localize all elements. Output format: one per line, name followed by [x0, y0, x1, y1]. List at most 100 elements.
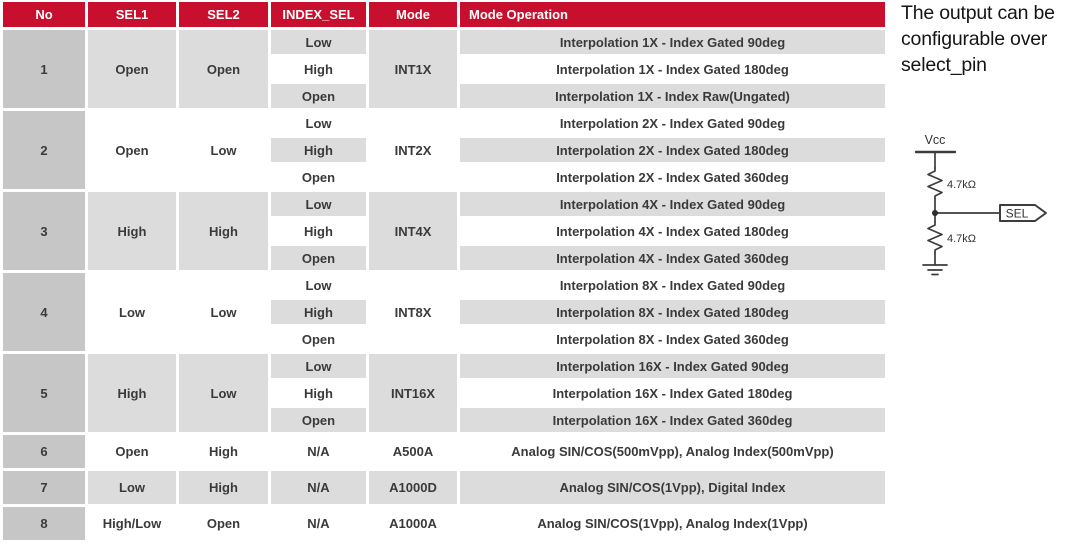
table-row: 5 High Low Low INT16X Interpolation 16X - Ind… [3, 354, 885, 432]
cell-sel1: Open [88, 111, 176, 189]
cell-mode: INT4X [369, 192, 457, 270]
cell-no: 1 [3, 30, 85, 108]
cell-operation: Interpolation 2X - Index Gated 360deg [460, 165, 885, 189]
cell-index-sel: Open [271, 246, 366, 270]
cell-no: 6 [3, 435, 85, 468]
cell-operation: Analog SIN/COS(1Vpp), Analog Index(1Vpp) [460, 507, 885, 540]
table-row: High Interpolation 1X - Index Gated 180de… [3, 57, 885, 81]
table-header: No SEL1 SEL2 INDEX_SEL Mode Mode Operation [3, 2, 885, 27]
cell-sel1: High [88, 354, 176, 432]
cell-operation: Interpolation 4X - Index Gated 360deg [460, 246, 885, 270]
cell-index-sel: High [271, 219, 366, 243]
cell-sel2: Low [179, 111, 268, 189]
header-mode: Mode [369, 2, 457, 27]
table-row: 7 Low High N/A A1000D Analog SIN/COS(1Vpp), D… [3, 471, 885, 504]
cell-index-sel: Low [271, 111, 366, 135]
cell-operation: Analog SIN/COS(500mVpp), Analog Index(50… [460, 435, 885, 468]
cell-operation: Interpolation 4X - Index Gated 90deg [460, 192, 885, 216]
cell-index-sel: High [271, 300, 366, 324]
cell-operation: Interpolation 1X - Index Gated 90deg [460, 30, 885, 54]
table-row: 8 High/Low Open N/A A1000A Analog SIN/COS(1Vp… [3, 507, 885, 540]
table-row: 3 High High Low INT4X Interpolation 4X - Inde… [3, 192, 885, 270]
table-row: 4 Low Low Low INT8X Interpolation 8X - Index … [3, 273, 885, 351]
cell-index-sel: Open [271, 84, 366, 108]
table-row: 2 Open Low Low INT2X Interpolation 2X - Index… [3, 111, 885, 189]
table-row: High Interpolation 2X - Index Gated 180de… [3, 138, 885, 162]
sel-pin-shape [999, 204, 1047, 222]
cell-operation: Interpolation 2X - Index Gated 180deg [460, 138, 885, 162]
cell-index-sel: Low [271, 354, 366, 378]
table-body: 1 Open Open Low INT1X Interpolation 1X - Inde… [3, 30, 885, 540]
cell-index-sel: High [271, 57, 366, 81]
cell-index-sel: N/A [271, 471, 366, 504]
cell-operation: Interpolation 8X - Index Gated 180deg [460, 300, 885, 324]
cell-sel2: Low [179, 354, 268, 432]
cell-sel1: Low [88, 273, 176, 351]
cell-sel1: Low [88, 471, 176, 504]
table-row: High Interpolation 8X - Index Gated 180de… [3, 300, 885, 324]
cell-operation: Analog SIN/COS(1Vpp), Digital Index [460, 471, 885, 504]
cell-operation: Interpolation 16X - Index Gated 180deg [460, 381, 885, 405]
cell-sel1: Open [88, 30, 176, 108]
cell-sel1: High/Low [88, 507, 176, 540]
cell-mode: INT8X [369, 273, 457, 351]
cell-sel2: High [179, 471, 268, 504]
cell-sel2: Open [179, 507, 268, 540]
cell-operation: Interpolation 4X - Index Gated 180deg [460, 219, 885, 243]
table-row: Open Interpolation 4X - Index Gated 360de… [3, 246, 885, 270]
cell-index-sel: Low [271, 192, 366, 216]
cell-sel2: High [179, 192, 268, 270]
cell-operation: Interpolation 1X - Index Gated 180deg [460, 57, 885, 81]
cell-index-sel: Open [271, 327, 366, 351]
cell-sel2: High [179, 435, 268, 468]
cell-mode: A500A [369, 435, 457, 468]
resistor-lower [927, 221, 943, 254]
vcc-label: Vcc [925, 133, 946, 147]
cell-mode: A1000A [369, 507, 457, 540]
table-row: Open Interpolation 16X - Index Gated 360d… [3, 408, 885, 432]
cell-index-sel: High [271, 381, 366, 405]
cell-mode: INT16X [369, 354, 457, 432]
cell-operation: Interpolation 8X - Index Gated 90deg [460, 273, 885, 297]
ground-symbol [922, 264, 948, 276]
cell-mode: INT1X [369, 30, 457, 108]
header-sel2: SEL2 [179, 2, 268, 27]
side-note-text: The output can be configurable over sele… [901, 2, 1055, 76]
cell-index-sel: Low [271, 30, 366, 54]
cell-sel2: Open [179, 30, 268, 108]
cell-operation: Interpolation 8X - Index Gated 360deg [460, 327, 885, 351]
cell-sel1: High [88, 192, 176, 270]
cell-mode: A1000D [369, 471, 457, 504]
cell-operation: Interpolation 16X - Index Gated 360deg [460, 408, 885, 432]
header-no: No [3, 2, 85, 27]
table-row: Open Interpolation 2X - Index Gated 360de… [3, 165, 885, 189]
resistor-upper-label: 4.7kΩ [947, 179, 976, 191]
cell-no: 2 [3, 111, 85, 189]
cell-index-sel: Open [271, 165, 366, 189]
cell-sel1: Open [88, 435, 176, 468]
resistor-lower-label: 4.7kΩ [947, 233, 976, 245]
header-sel1: SEL1 [88, 2, 176, 27]
header-mode-operation: Mode Operation [460, 2, 885, 27]
cell-no: 5 [3, 354, 85, 432]
sel-pin-label: SEL [1006, 207, 1029, 221]
table-row: Open Interpolation 1X - Index Raw(Ungated… [3, 84, 885, 108]
cell-no: 3 [3, 192, 85, 270]
cell-no: 8 [3, 507, 85, 540]
junction-node [932, 210, 938, 216]
cell-index-sel: N/A [271, 435, 366, 468]
cell-mode: INT2X [369, 111, 457, 189]
cell-operation: Interpolation 2X - Index Gated 90deg [460, 111, 885, 135]
cell-index-sel: N/A [271, 507, 366, 540]
table-row: 6 Open High N/A A500A Analog SIN/COS(500mVpp)… [3, 435, 885, 468]
cell-index-sel: Low [271, 273, 366, 297]
cell-index-sel: High [271, 138, 366, 162]
table-row: High Interpolation 4X - Index Gated 180de… [3, 219, 885, 243]
cell-operation: Interpolation 1X - Index Raw(Ungated) [460, 84, 885, 108]
table-row: High Interpolation 16X - Index Gated 180d… [3, 381, 885, 405]
table-row: 1 Open Open Low INT1X Interpolation 1X - Inde… [3, 30, 885, 108]
cell-index-sel: Open [271, 408, 366, 432]
resistor-upper [927, 167, 943, 200]
cell-no: 7 [3, 471, 85, 504]
cell-sel2: Low [179, 273, 268, 351]
